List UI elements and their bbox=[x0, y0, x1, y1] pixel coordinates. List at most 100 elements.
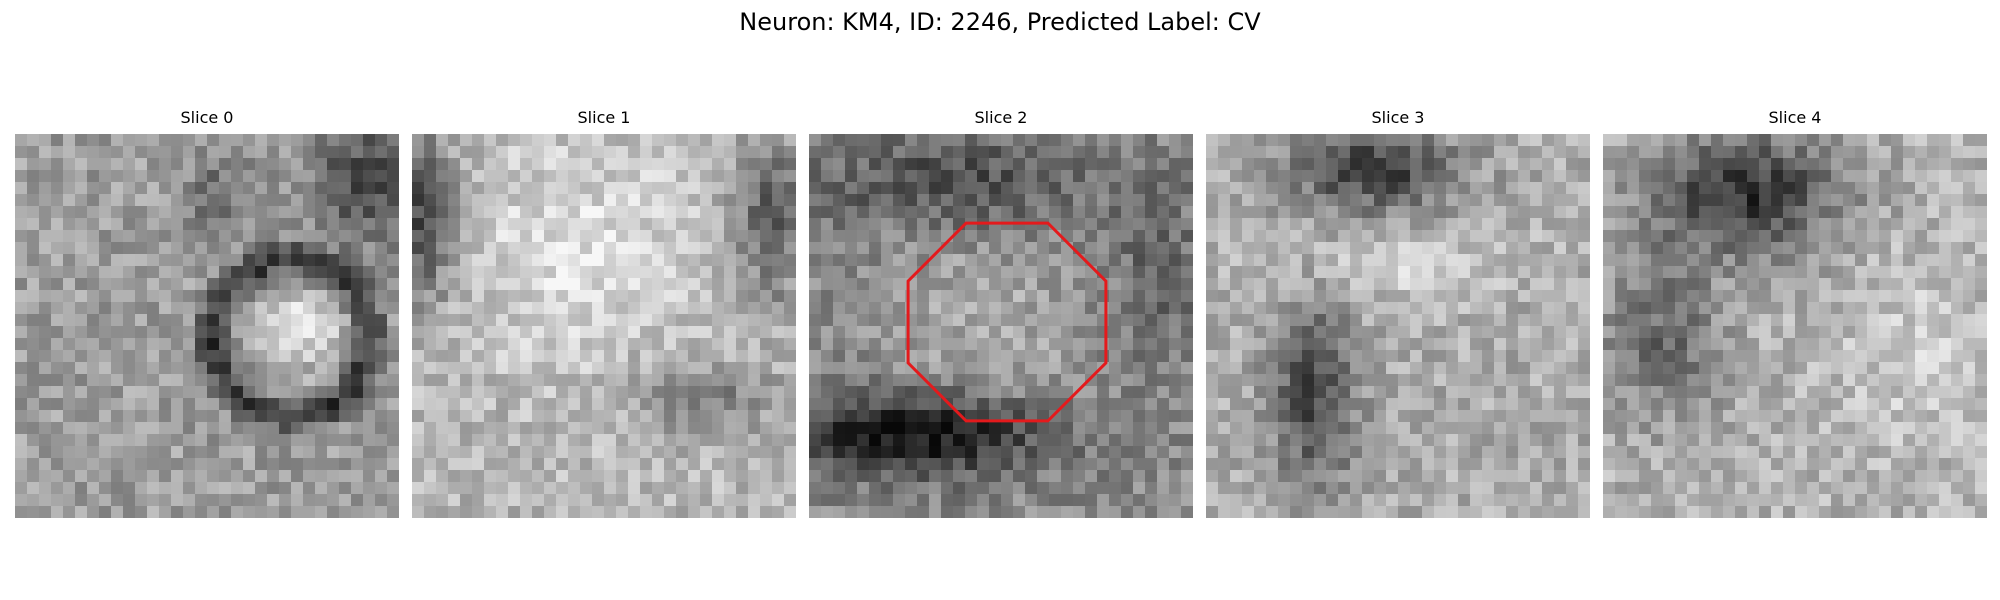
pixel bbox=[1530, 302, 1543, 315]
pixel bbox=[1097, 446, 1110, 459]
pixel bbox=[1266, 422, 1279, 435]
pixel bbox=[1879, 206, 1892, 219]
pixel bbox=[1903, 434, 1916, 447]
pixel bbox=[881, 410, 894, 423]
pixel bbox=[544, 434, 557, 447]
pixel bbox=[1133, 362, 1146, 375]
pixel bbox=[1795, 206, 1808, 219]
pixel bbox=[989, 170, 1002, 183]
pixel bbox=[51, 446, 64, 459]
pixel bbox=[472, 266, 485, 279]
pixel bbox=[1458, 314, 1471, 327]
pixel bbox=[1711, 278, 1724, 291]
pixel bbox=[1302, 194, 1315, 207]
pixel bbox=[303, 230, 316, 243]
pixel bbox=[724, 146, 737, 159]
pixel bbox=[1398, 470, 1411, 483]
pixel bbox=[1819, 434, 1832, 447]
pixel bbox=[1578, 326, 1590, 339]
pixel bbox=[1302, 218, 1315, 231]
pixel bbox=[1867, 434, 1880, 447]
pixel bbox=[171, 146, 184, 159]
pixel bbox=[1615, 386, 1628, 399]
pixel bbox=[652, 458, 665, 471]
pixel bbox=[1218, 458, 1231, 471]
pixel bbox=[1386, 446, 1399, 459]
pixel bbox=[1302, 338, 1315, 351]
pixel bbox=[1687, 326, 1700, 339]
pixel bbox=[869, 182, 882, 195]
pixel bbox=[857, 134, 870, 147]
pixel bbox=[279, 338, 292, 351]
pixel bbox=[1061, 146, 1074, 159]
pixel bbox=[1566, 230, 1579, 243]
pixel bbox=[424, 422, 437, 435]
pixel bbox=[207, 506, 220, 518]
pixel bbox=[760, 434, 773, 447]
pixel bbox=[1278, 350, 1291, 363]
pixel bbox=[39, 254, 52, 267]
pixel bbox=[1819, 398, 1832, 411]
pixel bbox=[1470, 170, 1483, 183]
pixel bbox=[929, 494, 942, 507]
pixel bbox=[315, 470, 328, 483]
pixel bbox=[1061, 290, 1074, 303]
pixel bbox=[556, 278, 569, 291]
pixel bbox=[845, 182, 858, 195]
pixel bbox=[436, 266, 449, 279]
pixel bbox=[279, 314, 292, 327]
pixel bbox=[27, 278, 40, 291]
pixel bbox=[1819, 446, 1832, 459]
pixel bbox=[1338, 410, 1351, 423]
pixel bbox=[1470, 134, 1483, 147]
pixel bbox=[1494, 458, 1507, 471]
pixel bbox=[387, 218, 399, 231]
pixel bbox=[448, 182, 461, 195]
pixel bbox=[63, 158, 76, 171]
pixel bbox=[1747, 422, 1760, 435]
pixel bbox=[929, 362, 942, 375]
pixel bbox=[75, 302, 88, 315]
pixel bbox=[1025, 482, 1038, 495]
pixel bbox=[929, 434, 942, 447]
pixel bbox=[159, 350, 172, 363]
pixel bbox=[1663, 446, 1676, 459]
pixel bbox=[544, 386, 557, 399]
pixel bbox=[1687, 194, 1700, 207]
pixel bbox=[1097, 182, 1110, 195]
pixel bbox=[1735, 302, 1748, 315]
pixel bbox=[243, 170, 256, 183]
pixel bbox=[1939, 290, 1952, 303]
pixel bbox=[1254, 194, 1267, 207]
pixel bbox=[195, 506, 208, 518]
pixel bbox=[75, 350, 88, 363]
pixel bbox=[628, 434, 641, 447]
pixel bbox=[1157, 458, 1170, 471]
pixel bbox=[821, 182, 834, 195]
pixel bbox=[1446, 398, 1459, 411]
pixel bbox=[315, 302, 328, 315]
pixel bbox=[893, 470, 906, 483]
pixel bbox=[532, 458, 545, 471]
pixel bbox=[989, 254, 1002, 267]
pixel bbox=[1109, 290, 1122, 303]
pixel bbox=[1518, 134, 1531, 147]
pixel bbox=[1386, 434, 1399, 447]
pixel bbox=[351, 182, 364, 195]
pixel bbox=[375, 374, 388, 387]
pixel bbox=[532, 230, 545, 243]
pixel bbox=[1939, 230, 1952, 243]
pixel bbox=[1807, 434, 1820, 447]
pixel bbox=[1109, 494, 1122, 507]
pixel bbox=[1398, 158, 1411, 171]
pixel bbox=[1073, 266, 1086, 279]
pixel bbox=[303, 434, 316, 447]
pixel bbox=[1879, 314, 1892, 327]
pixel bbox=[736, 182, 749, 195]
pixel bbox=[1410, 386, 1423, 399]
pixel bbox=[27, 170, 40, 183]
pixel bbox=[436, 506, 449, 518]
pixel bbox=[496, 302, 509, 315]
pixel bbox=[1338, 446, 1351, 459]
pixel bbox=[291, 350, 304, 363]
